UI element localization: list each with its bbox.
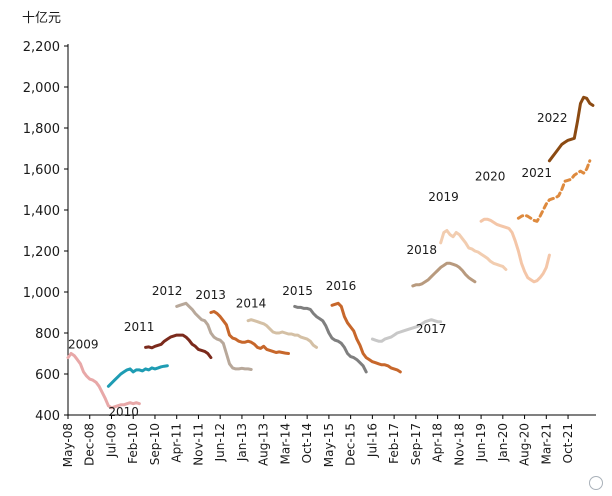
x-tick-label: Jan-13 [235, 423, 249, 462]
series-line-2021 [516, 159, 592, 223]
y-tick-label: 600 [35, 368, 60, 383]
x-tick-label: Jun-12 [213, 423, 227, 462]
x-tick-label: Feb-17 [387, 423, 401, 464]
series-label-2019: 2019 [428, 190, 459, 204]
x-tick-label: May-08 [61, 423, 75, 467]
x-tick-label: Dec-08 [83, 423, 97, 466]
series-label-2018: 2018 [407, 243, 438, 257]
x-tick-label: Apr-11 [170, 423, 184, 463]
x-tick-label: May-15 [322, 423, 336, 467]
y-tick-label: 1,000 [23, 286, 60, 301]
series-line-2012 [175, 301, 253, 371]
y-tick-label: 800 [35, 327, 60, 342]
series-label-2012: 2012 [152, 284, 183, 298]
y-tick-label: 2,200 [23, 40, 60, 55]
x-tick-label: Sep-10 [148, 423, 162, 465]
x-tick-label: Apr-18 [431, 423, 445, 463]
series-line-2010 [106, 364, 169, 388]
series-line-2013 [209, 310, 290, 355]
x-tick-label: Nov-18 [452, 423, 466, 466]
series-line-2015 [293, 304, 368, 374]
series-label-2011: 2011 [124, 320, 155, 334]
series-line-2018 [411, 261, 477, 288]
x-tick-label: Aug-20 [518, 423, 532, 466]
watermark [589, 476, 606, 492]
y-tick-label: 2,000 [23, 81, 60, 96]
series-label-2022: 2022 [537, 111, 568, 125]
series-line-2009 [66, 352, 141, 410]
y-tick-label: 1,600 [23, 163, 60, 178]
series-label-2014: 2014 [236, 296, 267, 310]
x-tick-label: Jan-20 [496, 423, 510, 462]
x-tick-label: Jun-19 [474, 423, 488, 462]
x-tick-label: Sep-17 [409, 423, 423, 465]
watermark-logo-icon [589, 476, 603, 490]
x-tick-label: Feb-10 [126, 423, 140, 464]
series-label-2015: 2015 [282, 284, 313, 298]
x-tick-label: Oct-21 [561, 423, 575, 463]
series-label-2016: 2016 [326, 279, 357, 293]
x-tick-label: Mar-21 [539, 423, 553, 464]
x-tick-label: Jul-09 [104, 423, 118, 458]
series-line-2016 [330, 301, 402, 374]
y-tick-label: 1,400 [23, 204, 60, 219]
series-label-2020: 2020 [475, 169, 506, 183]
series-line-2020 [479, 217, 551, 284]
series-label-2009: 2009 [68, 337, 99, 351]
series-label-2010: 2010 [108, 405, 139, 419]
series-label-2013: 2013 [195, 288, 226, 302]
y-tick-label: 1,200 [23, 245, 60, 260]
series-line-2014 [246, 318, 318, 349]
x-tick-label: Mar-14 [278, 423, 292, 464]
x-tick-label: Jul-16 [365, 423, 379, 458]
series-label-2017: 2017 [416, 322, 447, 336]
x-tick-label: Nov-11 [191, 423, 205, 466]
x-tick-label: Dec-15 [344, 423, 358, 466]
x-tick-label: Oct-14 [300, 423, 314, 463]
series-labels: 2009 2010 2011 2012 2013 2014 2015 2016 2017 2018… [68, 111, 568, 419]
y-tick-label: 1,800 [23, 122, 60, 137]
series-label-2021: 2021 [521, 166, 552, 180]
series-layer [66, 95, 595, 410]
series-line-2019 [439, 229, 508, 271]
series-line-2022 [547, 95, 595, 163]
series-line-2011 [144, 333, 213, 360]
series-line-2017 [370, 318, 443, 343]
x-tick-label: Aug-13 [257, 423, 271, 466]
y-axis: 400 600 800 1,000 1,200 1,400 1,600 1,800 2,000 2… [23, 40, 69, 424]
x-axis: May-08 Dec-08 Jul-09 Feb-10 Sep-10 Apr-11 Nov-… [61, 414, 596, 467]
y-tick-label: 400 [35, 409, 60, 424]
y-unit-label: 十亿元 [22, 11, 61, 26]
